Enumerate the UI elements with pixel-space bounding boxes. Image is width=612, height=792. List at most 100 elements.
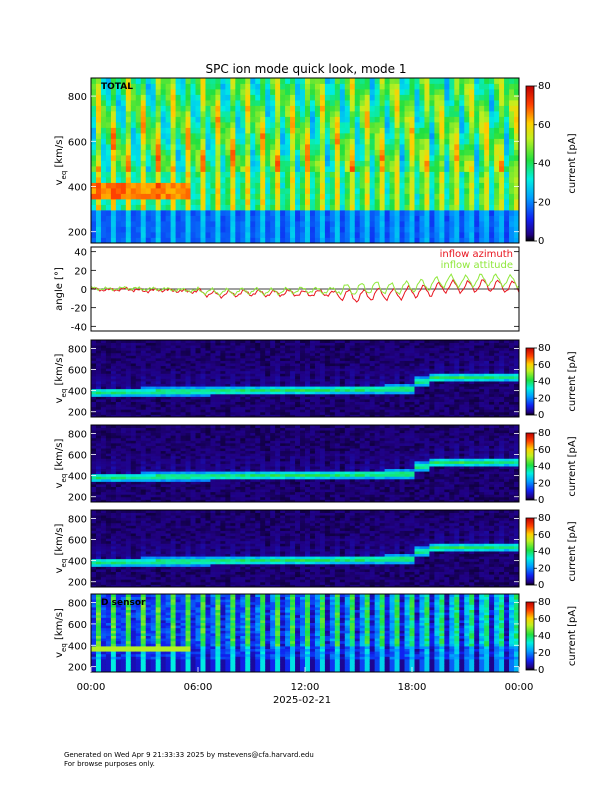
heatmap-cell [205, 342, 211, 346]
heatmap-cell [205, 215, 211, 222]
heatmap-cell [255, 399, 261, 402]
heatmap-cell [110, 100, 117, 106]
heatmap-cell [399, 160, 405, 167]
heatmap-cell [180, 399, 186, 402]
heatmap-cell [464, 414, 470, 418]
heatmap-cell [260, 357, 266, 361]
heatmap-cell [329, 193, 336, 200]
heatmap-cell [479, 138, 485, 145]
heatmap-cell [140, 368, 147, 372]
heatmap-cell [399, 177, 405, 183]
heatmap-cell [399, 393, 405, 397]
heatmap-cell [150, 347, 157, 351]
heatmap-cell [255, 89, 261, 95]
heatmap-cell [314, 411, 321, 415]
heatmap-cell [225, 352, 231, 356]
heatmap-cell [275, 409, 281, 413]
heatmap-cell [200, 144, 206, 150]
heatmap-cell [339, 149, 346, 156]
heatmap-cell [210, 391, 216, 395]
heatmap-cell [105, 199, 112, 205]
heatmap-cell [319, 363, 326, 367]
heatmap-cell [444, 149, 450, 156]
heatmap-cell [474, 171, 480, 178]
heatmap-cell [115, 116, 122, 123]
heatmap-cell [409, 378, 415, 382]
heatmap-cell [429, 226, 435, 233]
heatmap-cell [429, 365, 435, 369]
heatmap-cell [260, 237, 266, 244]
heatmap-cell [439, 221, 445, 227]
heatmap-cell [105, 215, 112, 222]
heatmap-cell [324, 210, 331, 216]
heatmap-cell [230, 399, 236, 402]
heatmap-cell [419, 94, 425, 101]
heatmap-cell [180, 393, 186, 397]
heatmap-cell [175, 237, 181, 244]
heatmap-cell [205, 401, 211, 405]
heatmap-cell [190, 144, 196, 150]
heatmap-cell [255, 237, 261, 244]
heatmap-cell [285, 347, 291, 351]
heatmap-cell [120, 381, 127, 385]
heatmap-cell [389, 204, 395, 211]
heatmap-cell [195, 221, 201, 227]
heatmap-cell [514, 232, 520, 238]
heatmap-cell [100, 78, 107, 84]
heatmap-cell [225, 177, 231, 183]
heatmap-cell [404, 193, 410, 200]
heatmap-cell [165, 368, 172, 372]
heatmap-cell [105, 350, 112, 354]
heatmap-cell [339, 378, 346, 382]
heatmap-cell [260, 100, 266, 106]
heatmap-cell [165, 399, 172, 402]
heatmap-cell [260, 414, 266, 418]
heatmap-cell [230, 406, 236, 410]
heatmap-cell [334, 226, 341, 233]
heatmap-cell [145, 388, 152, 392]
heatmap-cell [504, 116, 510, 123]
heatmap-cell [305, 375, 311, 379]
heatmap-cell [290, 138, 296, 145]
heatmap-cell [314, 182, 321, 189]
heatmap-cell [474, 391, 480, 395]
heatmap-cell [95, 188, 102, 194]
heatmap-cell [414, 370, 420, 374]
heatmap-cell [195, 404, 201, 408]
heatmap-cell [349, 414, 356, 418]
heatmap-cell [245, 100, 251, 106]
heatmap-cell [339, 404, 346, 408]
heatmap-cell [230, 340, 236, 343]
heatmap-cell [165, 375, 172, 379]
heatmap-cell [424, 204, 430, 211]
heatmap-cell [220, 122, 226, 128]
heatmap-cell [275, 396, 281, 400]
heatmap-cell [379, 144, 386, 150]
heatmap-cell [359, 182, 366, 189]
heatmap-cell [235, 94, 241, 101]
heatmap-cell [444, 373, 450, 377]
heatmap-cell [464, 83, 470, 90]
heatmap-cell [205, 411, 211, 415]
heatmap-cell [300, 393, 306, 397]
heatmap-cell [434, 171, 440, 178]
heatmap-cell [494, 160, 500, 167]
heatmap-cell [225, 215, 231, 222]
heatmap-cell [464, 94, 470, 101]
heatmap-cell [384, 342, 391, 346]
heatmap-cell [444, 381, 450, 385]
heatmap-cell [275, 365, 281, 369]
heatmap-cell [275, 381, 281, 385]
heatmap-cell [314, 360, 321, 364]
heatmap-cell [305, 105, 311, 112]
heatmap-cell [489, 144, 495, 150]
heatmap-cell [220, 127, 226, 134]
heatmap-cell [240, 347, 246, 351]
heatmap-cell [240, 199, 246, 205]
heatmap-cell [459, 89, 465, 95]
heatmap-cell [190, 347, 196, 351]
heatmap-cell [115, 373, 122, 377]
heatmap-cell [459, 352, 465, 356]
heatmap-cell [484, 105, 490, 112]
heatmap-cell [190, 350, 196, 354]
